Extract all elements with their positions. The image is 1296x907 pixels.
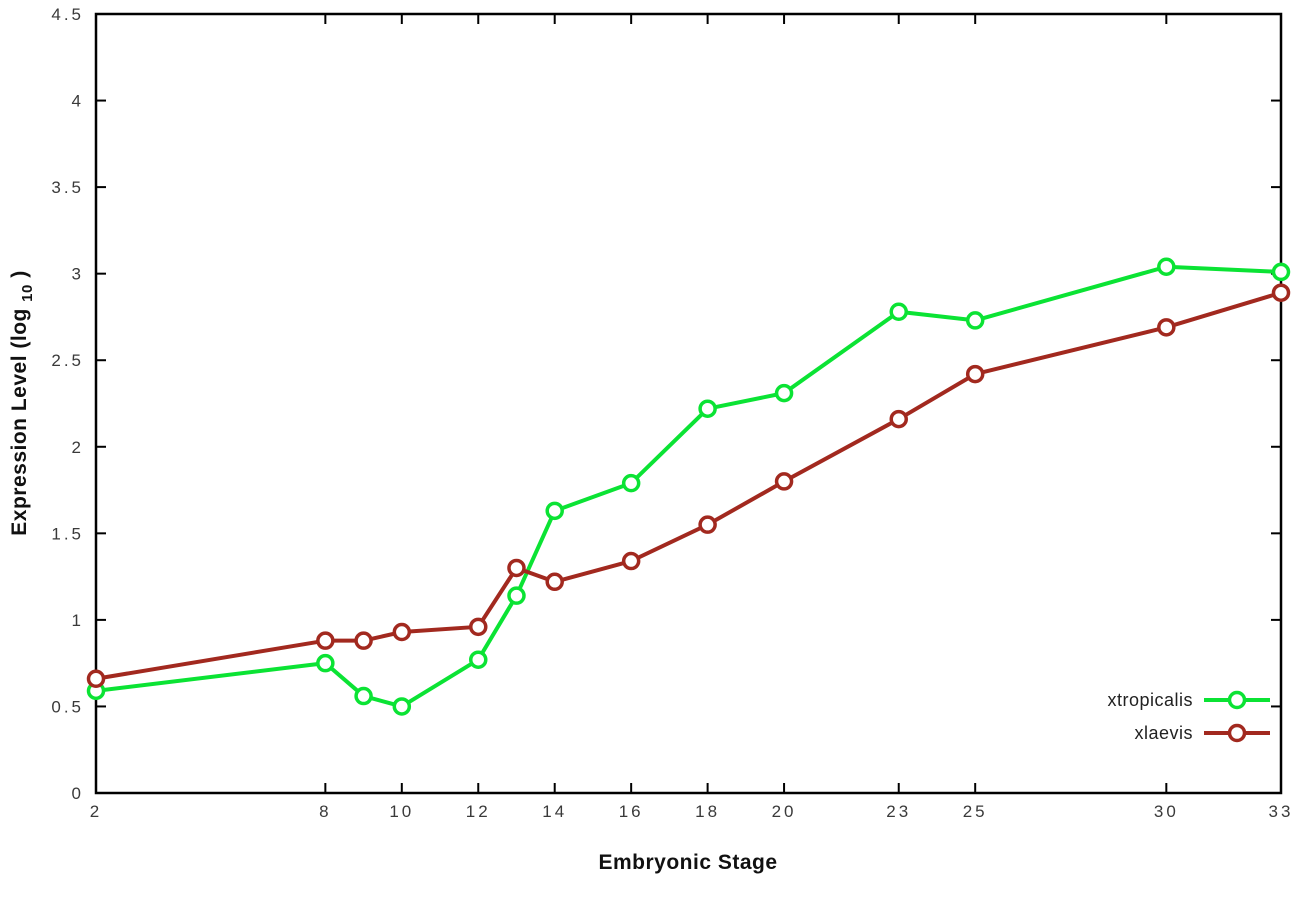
- series-line-xtropicalis: [94, 264, 1283, 709]
- x-tick-label: 14: [542, 802, 567, 821]
- legend-marker-xlaevis: [1227, 723, 1247, 743]
- marker-xtropicalis: [965, 311, 985, 330]
- marker-xtropicalis: [889, 302, 908, 322]
- marker-xtropicalis: [469, 650, 488, 669]
- x-tick-label: 10: [389, 802, 414, 821]
- marker-xlaevis: [316, 631, 335, 650]
- x-tick-label: 33: [1269, 802, 1294, 821]
- axis-ticks: [95, 13, 1282, 794]
- marker-xlaevis: [1157, 318, 1176, 337]
- y-tick-label: 4: [72, 92, 84, 111]
- marker-xtropicalis: [392, 697, 412, 716]
- y-tick-label: 0: [72, 784, 84, 803]
- x-axis-label: Embryonic Stage: [598, 851, 777, 874]
- y-tick-label: 1.5: [51, 524, 84, 543]
- marker-xtropicalis: [316, 653, 335, 673]
- x-tick-label: 12: [466, 802, 491, 821]
- marker-xlaevis: [545, 572, 564, 592]
- marker-xtropicalis: [774, 383, 794, 403]
- legend-label-xtropicalis: xtropicalis: [1107, 690, 1193, 710]
- marker-xlaevis: [469, 617, 488, 637]
- axis-tick-labels: 2 8 10 12 14 16 18 20 23 25 30 33 0 0.5 1 1.5 2 2.5 3 3.5 4 4…: [51, 5, 1294, 821]
- x-tick-label: 18: [695, 802, 720, 821]
- y-axis-label-main: Expression Level (log: [8, 308, 31, 536]
- x-tick-label: 2: [90, 802, 102, 821]
- y-tick-label: 3.5: [51, 178, 84, 197]
- marker-xtropicalis: [354, 686, 373, 706]
- y-axis-label: Expression Level (log 10 ): [8, 270, 37, 535]
- y-tick-label: 3: [72, 265, 84, 284]
- marker-xtropicalis: [545, 501, 564, 521]
- data-series: [86, 257, 1291, 716]
- x-tick-label: 23: [886, 802, 911, 821]
- marker-xlaevis: [965, 364, 985, 384]
- marker-xlaevis: [392, 622, 412, 642]
- x-tick-label: 30: [1154, 802, 1179, 821]
- chart-legend: xtropicalis xlaevis: [1107, 690, 1270, 743]
- marker-xlaevis: [621, 551, 641, 571]
- y-tick-label: 2.5: [51, 351, 84, 370]
- marker-xtropicalis: [507, 586, 526, 605]
- y-axis-label-subscript: 10: [19, 284, 36, 302]
- x-tick-label: 20: [772, 802, 797, 821]
- y-tick-label: 2: [72, 438, 84, 457]
- y-axis-label-close: ): [8, 270, 31, 278]
- marker-xlaevis: [354, 631, 373, 650]
- marker-xtropicalis: [1157, 257, 1176, 276]
- marker-xlaevis: [507, 558, 526, 578]
- plot-border: [94, 12, 1283, 795]
- marker-xtropicalis: [621, 473, 641, 493]
- series-line-xlaevis: [94, 290, 1283, 681]
- marker-xtropicalis: [698, 399, 717, 418]
- x-tick-label: 25: [963, 802, 988, 821]
- legend-label-xlaevis: xlaevis: [1134, 723, 1193, 743]
- marker-xtropicalis: [1271, 262, 1291, 282]
- x-tick-label: 8: [319, 802, 331, 821]
- y-tick-label: 0.5: [51, 697, 84, 716]
- marker-xlaevis: [86, 669, 106, 688]
- y-tick-label: 1: [72, 611, 84, 630]
- x-tick-label: 16: [619, 802, 644, 821]
- y-tick-label: 4.5: [51, 5, 84, 24]
- marker-xlaevis: [889, 409, 908, 429]
- marker-xlaevis: [698, 515, 717, 534]
- marker-xlaevis: [1271, 283, 1291, 302]
- legend-marker-xtropicalis: [1227, 690, 1247, 710]
- marker-xlaevis: [774, 472, 794, 491]
